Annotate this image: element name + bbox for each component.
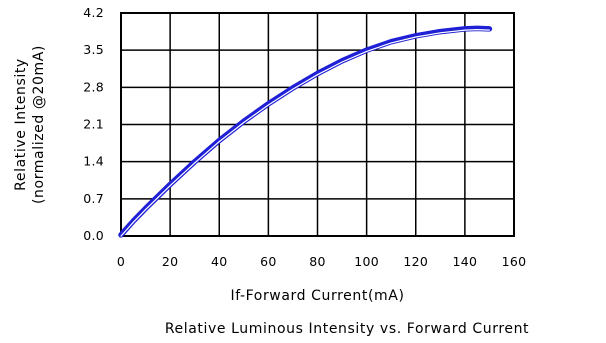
- x-tick-label: 60: [260, 254, 277, 269]
- x-tick-label: 20: [162, 254, 179, 269]
- series-line: [118, 25, 493, 238]
- y-tick-label: 2.8: [83, 79, 104, 94]
- y-tick-label: 1.4: [83, 154, 104, 169]
- y-axis-title-line-1: Relative Intensity: [13, 58, 29, 191]
- x-tick-label: 80: [309, 254, 326, 269]
- y-tick-label: 4.2: [83, 5, 104, 20]
- x-tick-label: 140: [452, 254, 477, 269]
- x-tick-label: 40: [211, 254, 228, 269]
- x-tick-label: 0: [117, 254, 125, 269]
- series: [118, 25, 493, 238]
- grid: [121, 13, 514, 236]
- x-tick-label: 160: [502, 254, 527, 269]
- chart-title: Relative Luminous Intensity vs. Forward …: [165, 321, 529, 337]
- x-tick-label: 100: [354, 254, 379, 269]
- x-tick-label: 120: [403, 254, 428, 269]
- x-axis-title: If-Forward Current(mA): [230, 288, 404, 304]
- y-axis-title-line-2: (normalized @20mA): [31, 45, 47, 204]
- y-tick-label: 0.0: [83, 228, 104, 243]
- series-line-highlight: [120, 28, 490, 237]
- y-tick-label: 3.5: [83, 42, 104, 57]
- x-axis-ticks: 0 20 40 60 80 100 120 140 160: [117, 254, 527, 269]
- y-tick-label: 2.1: [83, 117, 104, 132]
- plot-frame: [120, 12, 515, 237]
- y-tick-label: 0.7: [83, 191, 104, 206]
- y-axis-ticks: 0.0 0.7 1.4 2.1 2.8 3.5 4.2: [83, 5, 104, 243]
- y-axis-title: Relative Intensity (normalized @20mA): [13, 45, 47, 204]
